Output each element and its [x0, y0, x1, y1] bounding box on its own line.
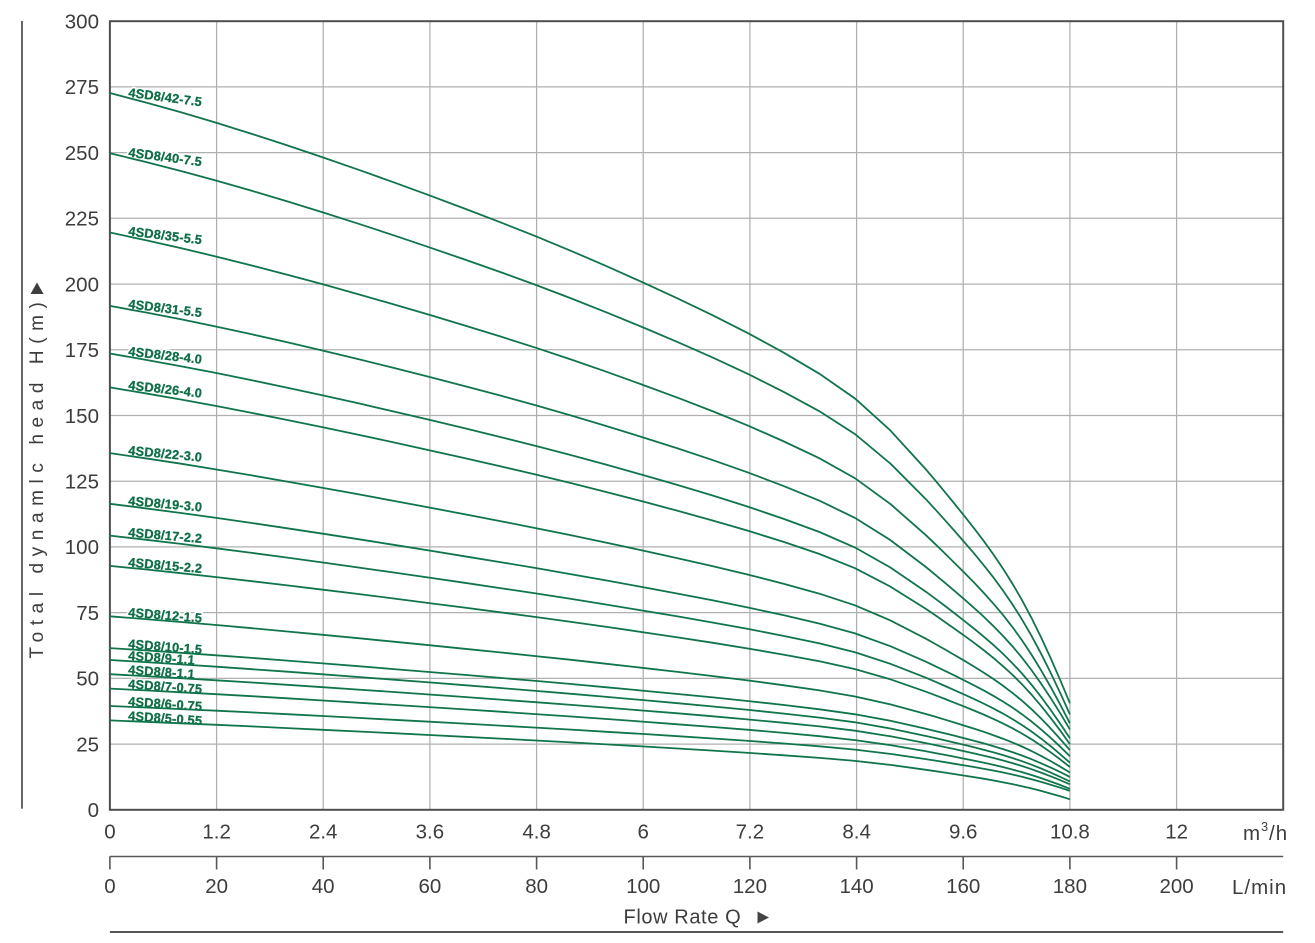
- svg-text:4SD8/10-1.5: 4SD8/10-1.5: [128, 636, 203, 657]
- svg-text:40: 40: [312, 875, 335, 898]
- svg-text:175: 175: [65, 339, 99, 362]
- svg-text:3.6: 3.6: [416, 820, 445, 843]
- svg-text:50: 50: [76, 668, 99, 691]
- svg-text:120: 120: [733, 875, 767, 898]
- svg-text:100: 100: [626, 875, 660, 898]
- svg-text:1.2: 1.2: [202, 820, 231, 843]
- svg-text:Total dynamlc head H(m): Total dynamlc head H(m): [27, 296, 48, 659]
- svg-text:300: 300: [65, 11, 99, 34]
- svg-text:m3/h: m3/h: [1243, 820, 1288, 845]
- svg-text:0: 0: [88, 799, 99, 822]
- svg-text:225: 225: [65, 208, 99, 231]
- svg-text:4.8: 4.8: [522, 820, 551, 843]
- svg-text:250: 250: [65, 142, 99, 165]
- svg-text:6: 6: [637, 820, 648, 843]
- svg-text:25: 25: [76, 733, 99, 756]
- svg-text:20: 20: [205, 875, 228, 898]
- svg-text:L/min: L/min: [1232, 876, 1287, 899]
- svg-text:200: 200: [1159, 875, 1193, 898]
- svg-text:Flow Rate Q: Flow Rate Q: [624, 906, 742, 928]
- svg-text:100: 100: [65, 536, 99, 559]
- svg-text:7.2: 7.2: [736, 820, 765, 843]
- svg-text:160: 160: [946, 875, 980, 898]
- svg-text:180: 180: [1053, 875, 1087, 898]
- svg-text:75: 75: [76, 602, 99, 625]
- svg-text:10.8: 10.8: [1050, 820, 1090, 843]
- svg-text:150: 150: [65, 405, 99, 428]
- svg-text:80: 80: [525, 875, 548, 898]
- svg-text:9.6: 9.6: [949, 820, 978, 843]
- svg-text:60: 60: [418, 875, 441, 898]
- svg-text:0: 0: [104, 875, 115, 898]
- svg-text:2.4: 2.4: [309, 820, 338, 843]
- svg-text:4SD8/12-1.5: 4SD8/12-1.5: [128, 605, 203, 626]
- svg-text:4SD8/15-2.2: 4SD8/15-2.2: [128, 555, 203, 576]
- svg-text:125: 125: [65, 471, 99, 494]
- svg-text:140: 140: [839, 875, 873, 898]
- svg-text:12: 12: [1165, 820, 1188, 843]
- svg-text:8.4: 8.4: [842, 820, 871, 843]
- svg-text:0: 0: [104, 820, 115, 843]
- svg-text:275: 275: [65, 76, 99, 99]
- svg-text:4SD8/7-0.75: 4SD8/7-0.75: [128, 676, 203, 696]
- svg-text:200: 200: [65, 273, 99, 296]
